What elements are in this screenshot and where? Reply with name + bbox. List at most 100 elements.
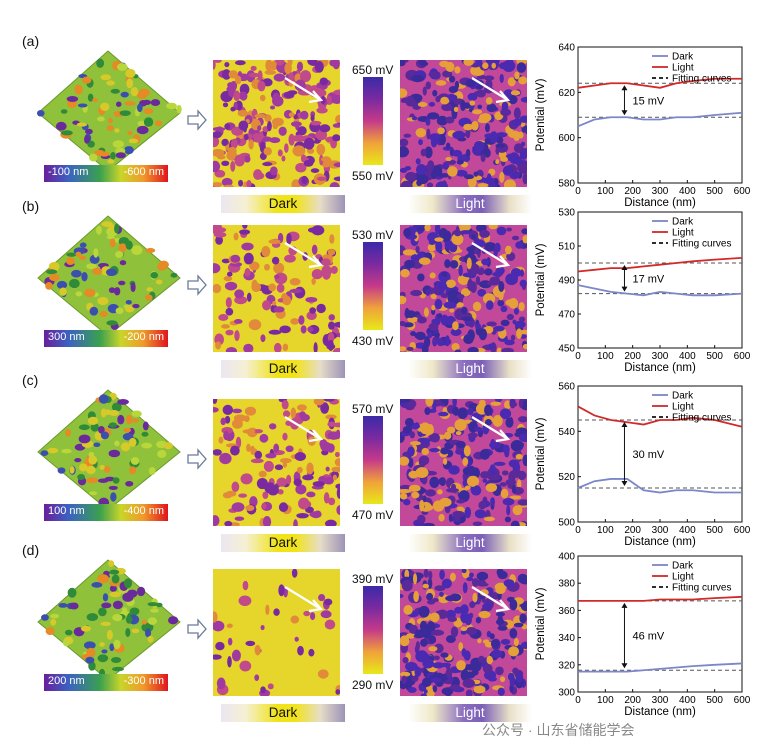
potential-domain bbox=[437, 313, 443, 319]
surface-grain bbox=[80, 625, 91, 632]
potential-domain bbox=[460, 611, 469, 624]
kpfm-map-light bbox=[400, 569, 527, 696]
potential-domain bbox=[302, 474, 314, 481]
potential-domain bbox=[243, 252, 254, 265]
potential-domain bbox=[458, 642, 464, 652]
difference-arrow-head bbox=[621, 422, 628, 427]
potential-domain bbox=[408, 484, 421, 492]
surface-grain bbox=[66, 257, 75, 266]
potential-domain bbox=[442, 70, 453, 78]
potential-domain bbox=[234, 516, 245, 521]
potential-domain bbox=[503, 579, 515, 588]
potential-domain bbox=[471, 120, 479, 131]
potential-domain bbox=[519, 279, 527, 288]
difference-arrow-head bbox=[621, 286, 628, 292]
surface-grain bbox=[108, 485, 118, 491]
potential-domain bbox=[497, 299, 505, 307]
light-condition-label: Light bbox=[408, 534, 532, 552]
potential-domain bbox=[413, 590, 419, 603]
potential-domain bbox=[440, 652, 449, 658]
surface-grain bbox=[123, 578, 133, 589]
potential-domain bbox=[213, 515, 220, 526]
potential-domain bbox=[246, 443, 251, 452]
potential-domain bbox=[296, 61, 304, 72]
surface-grain bbox=[128, 138, 139, 144]
potential-domain bbox=[461, 316, 474, 322]
potential-domain bbox=[460, 288, 471, 297]
potential-domain bbox=[403, 605, 413, 615]
surface-grain bbox=[66, 96, 79, 102]
potential-domain bbox=[311, 277, 316, 285]
potential-domain bbox=[505, 245, 512, 255]
potential-domain bbox=[505, 299, 517, 307]
potential-domain bbox=[274, 464, 284, 471]
potential-domain bbox=[238, 91, 247, 100]
surface-grain bbox=[136, 586, 146, 597]
potential-domain bbox=[307, 148, 315, 154]
potential-domain bbox=[467, 346, 479, 352]
surface-grain bbox=[86, 477, 99, 484]
x-tick-label: 0 bbox=[575, 695, 581, 706]
potential-domain bbox=[400, 138, 409, 147]
potential-domain bbox=[504, 400, 511, 410]
potential-domain bbox=[506, 60, 515, 70]
potential-domain bbox=[273, 342, 282, 352]
potential-domain bbox=[224, 123, 231, 130]
potential-domain bbox=[506, 227, 512, 232]
potential-domain bbox=[213, 60, 216, 70]
potential-domain bbox=[490, 639, 500, 649]
potential-domain bbox=[429, 612, 440, 623]
potential-domain bbox=[495, 666, 504, 676]
potential-domain bbox=[476, 579, 487, 587]
potential-domain bbox=[219, 452, 232, 465]
potential-domain bbox=[268, 329, 282, 335]
potential-domain bbox=[244, 415, 250, 423]
potential-domain bbox=[519, 269, 524, 277]
difference-label: 17 mV bbox=[632, 273, 664, 285]
potential-domain bbox=[434, 225, 441, 235]
potential-domain bbox=[313, 399, 325, 406]
y-axis-label: Potential (mV) bbox=[535, 417, 547, 490]
surface-grain bbox=[141, 431, 149, 437]
potential-domain bbox=[444, 259, 451, 269]
potential-domain bbox=[286, 474, 292, 485]
potential-domain bbox=[401, 675, 408, 684]
surface-grain bbox=[128, 437, 137, 447]
potential-domain bbox=[285, 445, 294, 453]
colorbar-max-label: 390 mV bbox=[352, 572, 394, 586]
surface-grain bbox=[118, 243, 127, 252]
surface-grain bbox=[61, 448, 72, 454]
potential-domain bbox=[282, 343, 289, 352]
surface-grain bbox=[87, 416, 99, 426]
potential-domain bbox=[512, 505, 523, 516]
potential-domain bbox=[467, 92, 478, 101]
potential-domain bbox=[221, 138, 229, 147]
x-tick-label: 200 bbox=[624, 186, 641, 197]
surface-grain bbox=[108, 449, 121, 458]
surface-grain bbox=[61, 130, 73, 136]
potential-domain bbox=[269, 166, 278, 176]
colorbar-min-label: 550 mV bbox=[352, 169, 394, 183]
potential-domain bbox=[261, 245, 271, 258]
potential-domain bbox=[440, 293, 449, 299]
potential-domain bbox=[227, 656, 232, 668]
potential-domain bbox=[491, 62, 496, 69]
potential-domain bbox=[403, 498, 411, 506]
potential-domain bbox=[400, 88, 408, 98]
potential-domain bbox=[410, 331, 417, 337]
potential-domain bbox=[519, 115, 527, 123]
potential-domain bbox=[271, 117, 284, 127]
potential-domain bbox=[328, 497, 336, 506]
potential-domain bbox=[514, 320, 526, 329]
height-min-label: 300 nm bbox=[48, 331, 85, 343]
y-tick-label: 380 bbox=[558, 579, 575, 590]
surface-grain bbox=[106, 80, 115, 86]
potential-domain bbox=[325, 414, 337, 420]
surface-grain bbox=[100, 102, 110, 111]
potential-domain bbox=[332, 347, 340, 352]
surface-grain bbox=[108, 409, 120, 416]
y-tick-label: 510 bbox=[558, 242, 575, 253]
difference-arrow-head bbox=[621, 602, 628, 608]
y-tick-label: 530 bbox=[558, 208, 575, 219]
potential-domain bbox=[431, 304, 436, 311]
